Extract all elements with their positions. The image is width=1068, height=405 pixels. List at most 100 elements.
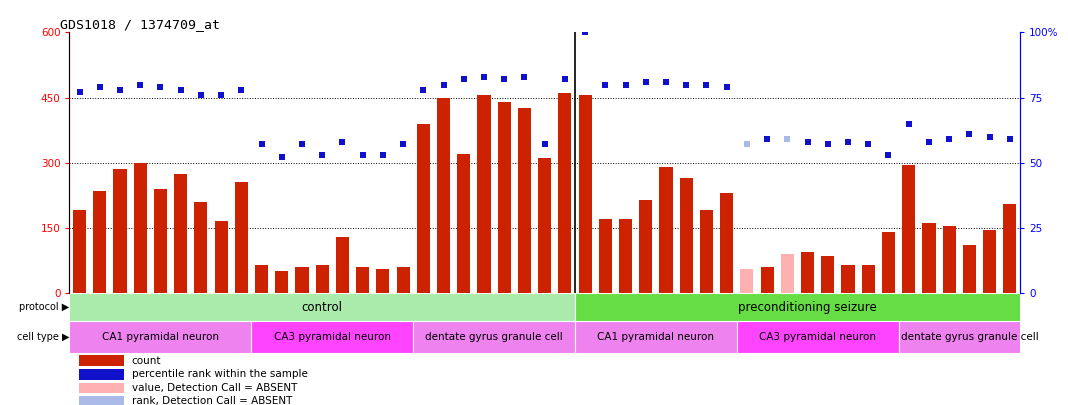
Bar bbox=[740, 269, 754, 293]
Point bbox=[597, 81, 614, 88]
Bar bbox=[821, 256, 834, 293]
Point bbox=[536, 141, 553, 148]
Point bbox=[961, 131, 978, 137]
Bar bbox=[559, 93, 571, 293]
Text: preconditioning seizure: preconditioning seizure bbox=[738, 301, 877, 313]
Bar bbox=[215, 221, 227, 293]
Text: cell type ▶: cell type ▶ bbox=[17, 332, 69, 342]
Bar bbox=[898, 321, 1040, 353]
Point bbox=[758, 136, 775, 143]
Bar bbox=[579, 95, 592, 293]
Bar bbox=[923, 224, 936, 293]
Text: CA1 pyramidal neuron: CA1 pyramidal neuron bbox=[101, 332, 219, 342]
Bar bbox=[174, 174, 187, 293]
Point bbox=[556, 76, 574, 83]
Bar bbox=[659, 167, 673, 293]
Bar bbox=[983, 230, 996, 293]
Text: percentile rank within the sample: percentile rank within the sample bbox=[131, 369, 308, 379]
Text: CA3 pyramidal neuron: CA3 pyramidal neuron bbox=[273, 332, 391, 342]
Bar bbox=[417, 124, 430, 293]
Bar bbox=[134, 163, 146, 293]
Bar bbox=[79, 356, 124, 366]
Bar bbox=[963, 245, 976, 293]
Point bbox=[394, 141, 411, 148]
Point bbox=[192, 92, 209, 98]
Bar bbox=[396, 267, 410, 293]
Bar bbox=[73, 211, 87, 293]
Text: GDS1018 / 1374709_at: GDS1018 / 1374709_at bbox=[60, 18, 220, 31]
Point bbox=[799, 139, 816, 145]
Text: protocol ▶: protocol ▶ bbox=[19, 302, 69, 312]
Point bbox=[314, 151, 331, 158]
Point bbox=[577, 29, 594, 36]
Point bbox=[70, 89, 88, 96]
Point bbox=[375, 151, 392, 158]
Point bbox=[334, 139, 351, 145]
Bar bbox=[882, 232, 895, 293]
Point bbox=[435, 81, 452, 88]
Bar bbox=[154, 189, 167, 293]
Bar bbox=[335, 237, 349, 293]
Point bbox=[1002, 136, 1019, 143]
Bar bbox=[376, 269, 390, 293]
Point bbox=[475, 73, 492, 80]
Bar bbox=[79, 396, 124, 405]
Bar bbox=[498, 102, 511, 293]
Point bbox=[880, 151, 897, 158]
Text: dentate gyrus granule cell: dentate gyrus granule cell bbox=[900, 332, 1038, 342]
Point bbox=[91, 84, 108, 90]
Bar bbox=[781, 254, 794, 293]
Point bbox=[213, 92, 230, 98]
Bar bbox=[69, 321, 251, 353]
Point bbox=[981, 133, 999, 140]
Point bbox=[718, 84, 735, 90]
Bar bbox=[69, 293, 575, 321]
Bar bbox=[296, 267, 309, 293]
Bar bbox=[700, 211, 713, 293]
Bar bbox=[902, 165, 915, 293]
Point bbox=[900, 120, 917, 127]
Point bbox=[860, 141, 877, 148]
Text: value, Detection Call = ABSENT: value, Detection Call = ABSENT bbox=[131, 383, 297, 393]
Point bbox=[638, 79, 655, 85]
Point bbox=[172, 87, 189, 93]
Text: rank, Detection Call = ABSENT: rank, Detection Call = ABSENT bbox=[131, 396, 292, 405]
Bar bbox=[842, 265, 854, 293]
Point bbox=[111, 87, 128, 93]
Bar bbox=[437, 98, 450, 293]
Bar bbox=[113, 169, 126, 293]
Text: count: count bbox=[131, 356, 161, 366]
Bar bbox=[457, 154, 470, 293]
Bar bbox=[316, 265, 329, 293]
Bar bbox=[862, 265, 875, 293]
Bar bbox=[575, 321, 737, 353]
Point bbox=[819, 141, 836, 148]
Point bbox=[516, 73, 533, 80]
Bar bbox=[943, 226, 956, 293]
Bar bbox=[1003, 204, 1017, 293]
Bar bbox=[235, 182, 248, 293]
Bar bbox=[255, 265, 268, 293]
Point bbox=[273, 154, 290, 161]
Bar bbox=[679, 178, 693, 293]
Bar bbox=[801, 252, 814, 293]
Bar bbox=[413, 321, 575, 353]
Point bbox=[678, 81, 695, 88]
Bar bbox=[194, 202, 207, 293]
Point bbox=[921, 139, 938, 145]
Bar bbox=[640, 200, 653, 293]
Point bbox=[414, 87, 431, 93]
Point bbox=[658, 79, 675, 85]
Point bbox=[253, 141, 270, 148]
Bar bbox=[79, 383, 124, 393]
Bar bbox=[538, 158, 551, 293]
Point bbox=[355, 151, 372, 158]
Point bbox=[131, 81, 148, 88]
Bar bbox=[760, 267, 773, 293]
Point bbox=[294, 141, 311, 148]
Point bbox=[152, 84, 169, 90]
Point bbox=[233, 87, 250, 93]
Point bbox=[617, 81, 634, 88]
Bar bbox=[575, 293, 1040, 321]
Bar bbox=[619, 219, 632, 293]
